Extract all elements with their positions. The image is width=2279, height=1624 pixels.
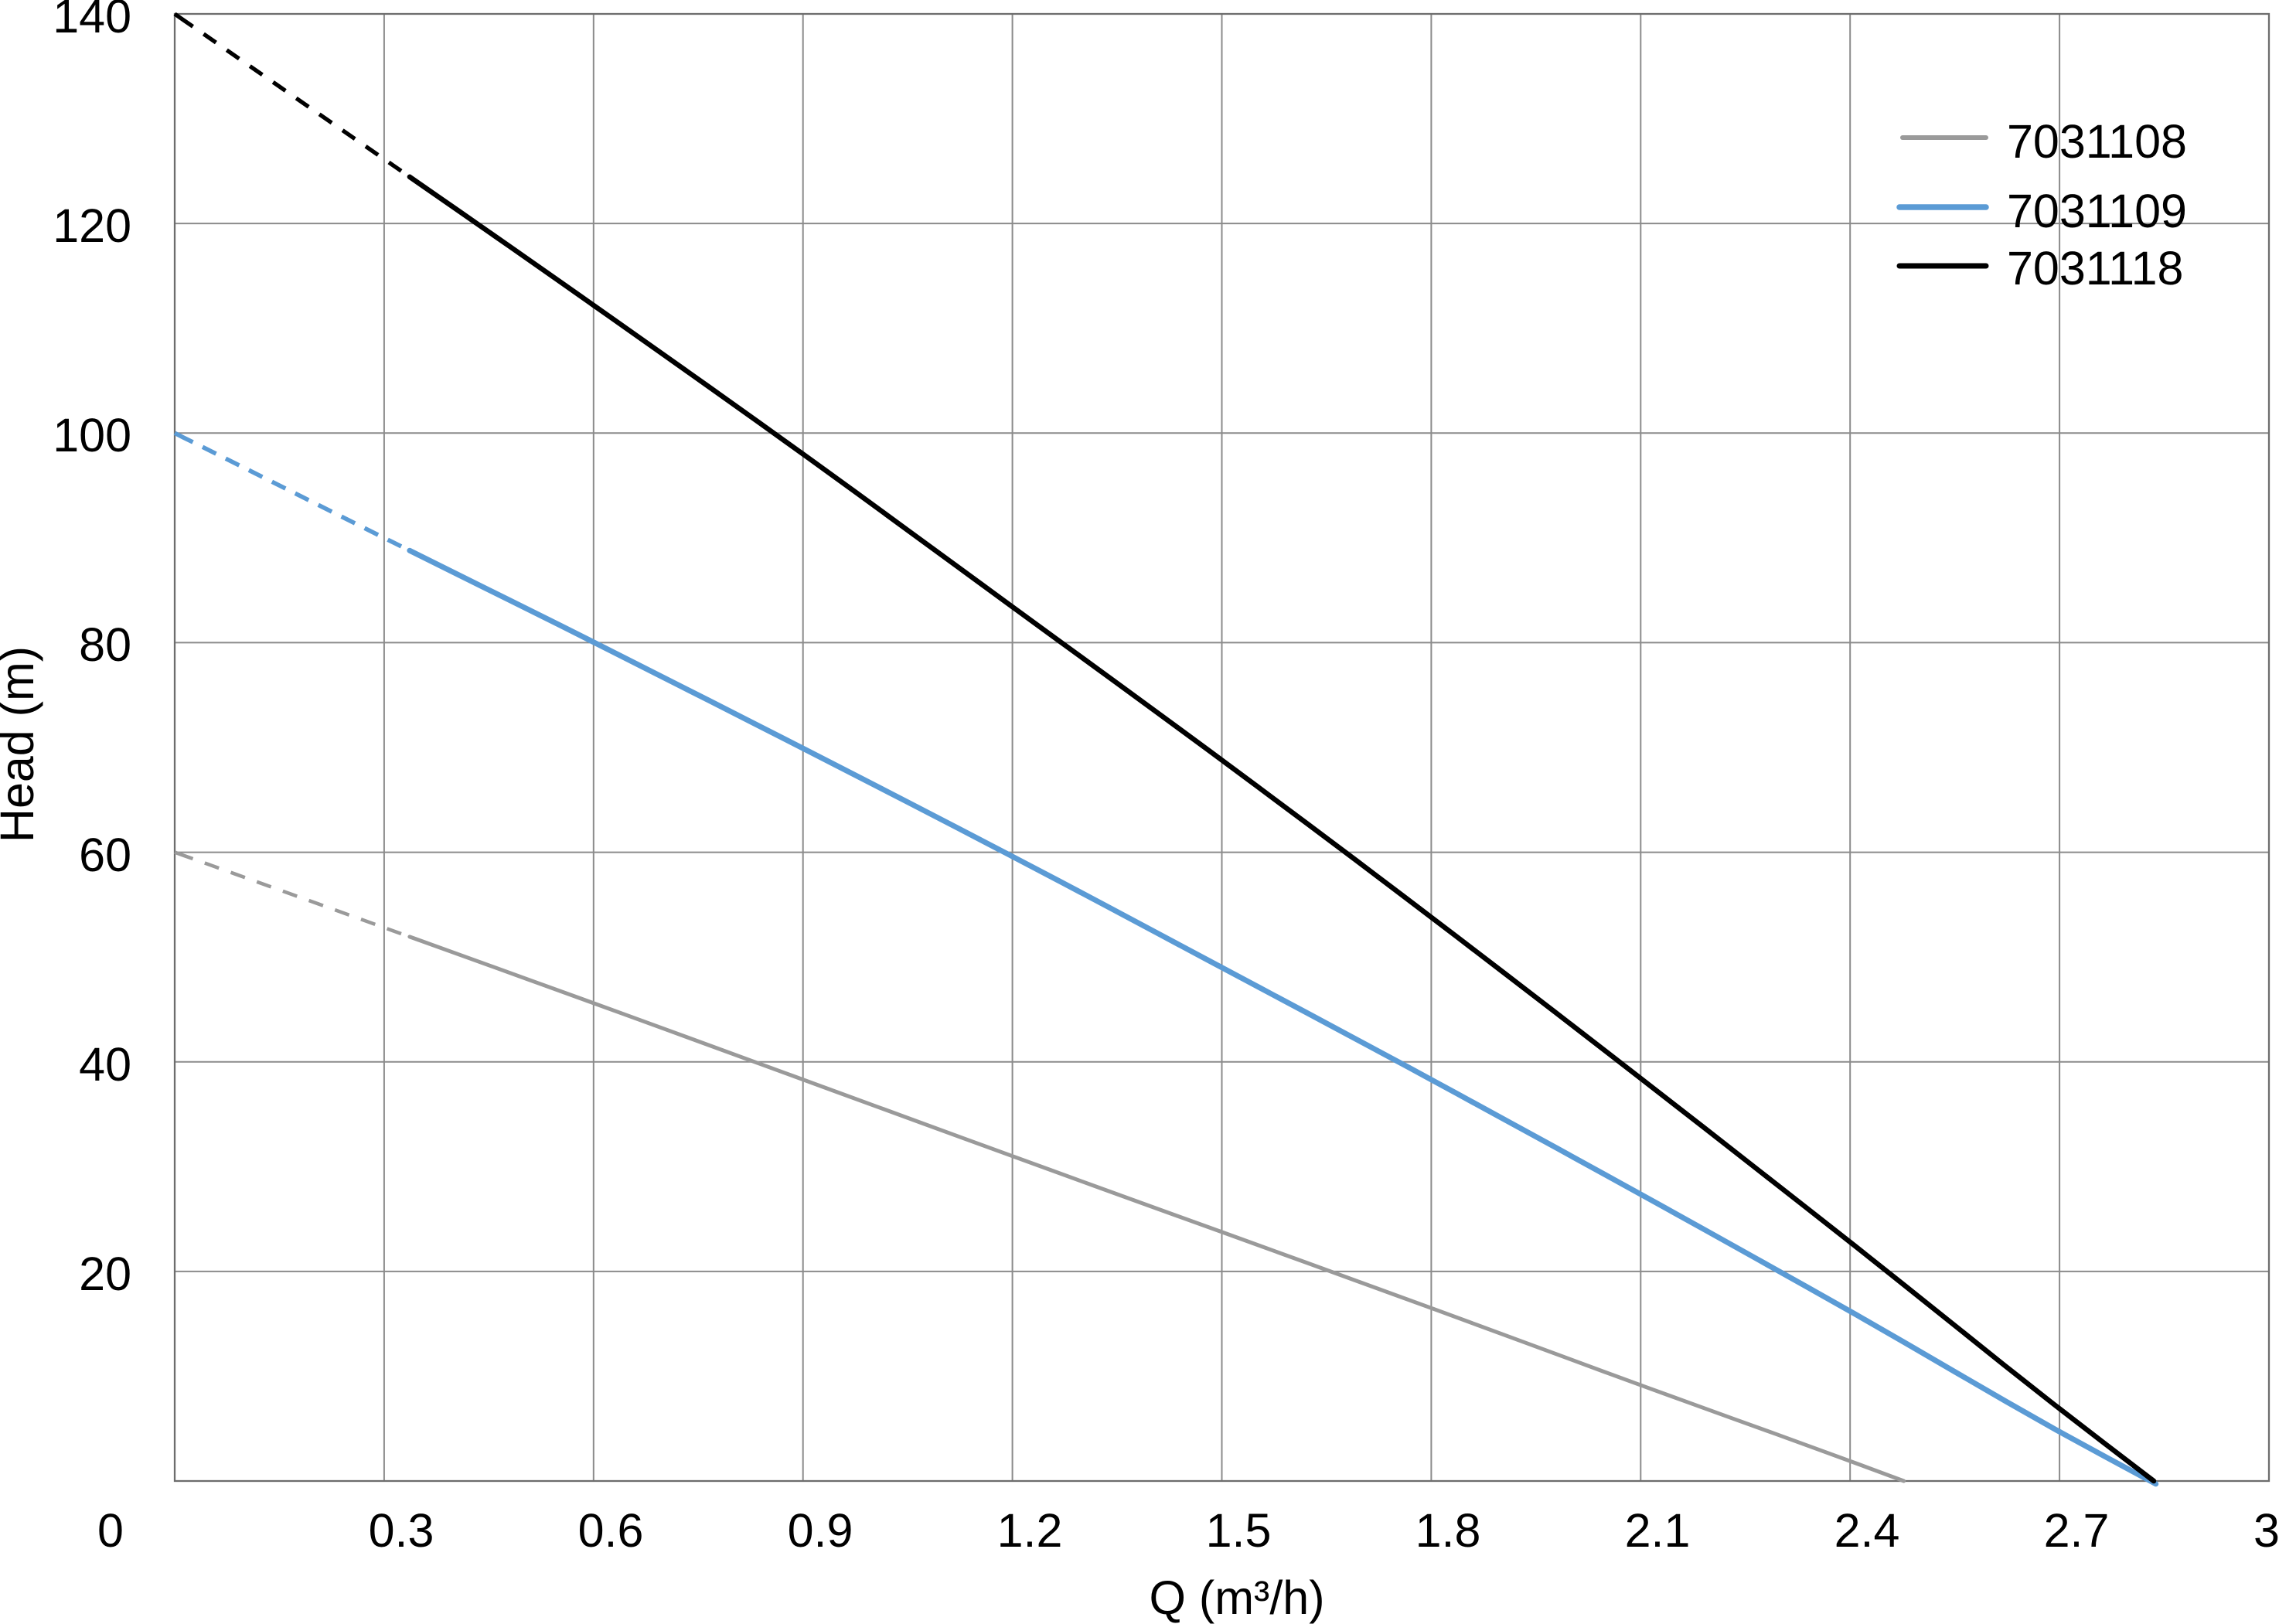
svg-text:2.7: 2.7: [2044, 1504, 2110, 1557]
svg-text:140: 140: [53, 0, 131, 43]
svg-text:0.3: 0.3: [369, 1504, 434, 1557]
svg-text:2.4: 2.4: [1834, 1504, 1900, 1557]
svg-text:0: 0: [97, 1504, 124, 1557]
svg-text:20: 20: [79, 1248, 131, 1300]
svg-text:40: 40: [79, 1038, 131, 1091]
svg-text:0.6: 0.6: [578, 1504, 644, 1557]
svg-text:7031118: 7031118: [2007, 242, 2183, 294]
svg-text:7031109: 7031109: [2007, 185, 2187, 237]
svg-text:1.8: 1.8: [1415, 1504, 1481, 1557]
svg-text:1.2: 1.2: [997, 1504, 1063, 1557]
svg-text:7031108: 7031108: [2007, 115, 2187, 168]
svg-text:Q (m³/h): Q (m³/h): [1149, 1571, 1324, 1624]
svg-text:1.5: 1.5: [1206, 1504, 1272, 1557]
svg-text:120: 120: [53, 199, 131, 252]
svg-text:2.1: 2.1: [1625, 1504, 1691, 1557]
svg-text:0.9: 0.9: [788, 1504, 853, 1557]
svg-text:Head (m): Head (m): [0, 646, 43, 843]
svg-text:60: 60: [79, 829, 131, 881]
svg-text:3: 3: [2253, 1504, 2279, 1557]
svg-text:100: 100: [53, 409, 131, 461]
svg-text:80: 80: [79, 618, 131, 671]
